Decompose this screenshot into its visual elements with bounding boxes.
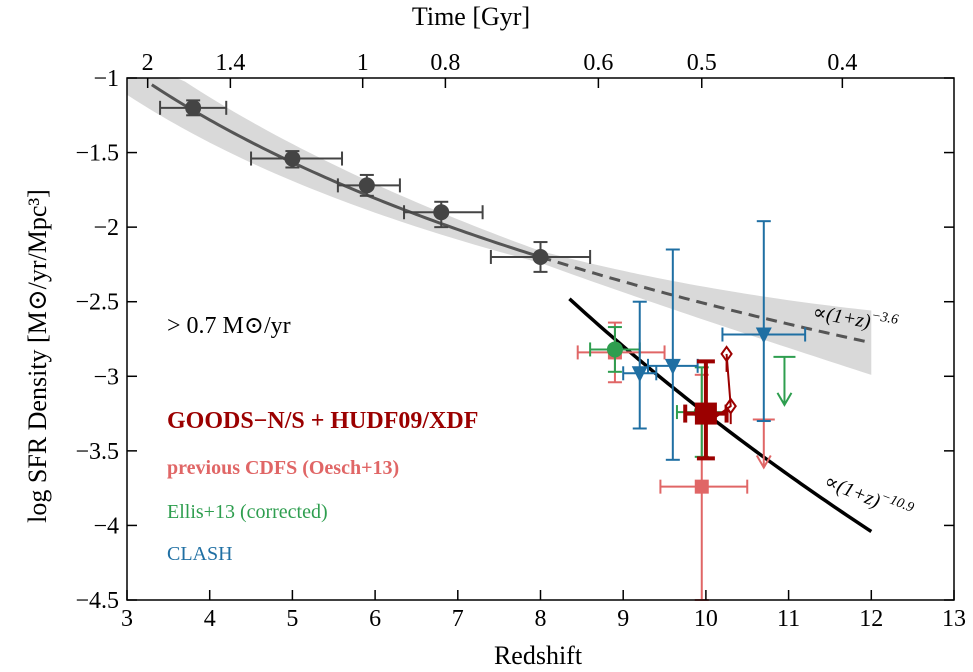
- upper-limit-arrow: [776, 392, 793, 407]
- x-tick-label: 4: [204, 606, 216, 632]
- legend-label-ellis: Ellis+13 (corrected): [167, 501, 328, 523]
- point-marker: [358, 177, 375, 194]
- y-tick-label: −1.5: [75, 141, 119, 167]
- top-tick-label: 0.5: [687, 50, 717, 76]
- x-tick-label: 8: [535, 606, 547, 632]
- top-axis-title: Time [Gyr]: [412, 2, 530, 31]
- curve-label-steep-exponent: −10.9: [879, 489, 916, 516]
- top-tick-label: 1: [357, 50, 369, 76]
- x-tick-label: 10: [694, 606, 718, 632]
- point-marker: [532, 248, 549, 265]
- curve-label-steep: ∝(1+z)−10.9: [821, 467, 916, 525]
- point-marker: [631, 366, 648, 383]
- x-tick-label: 13: [942, 606, 966, 632]
- y-tick-label: −3.5: [75, 439, 119, 465]
- point-marker: [694, 402, 717, 425]
- legend-label-goods: GOODS−N/S + HUDF09/XDF: [167, 408, 478, 434]
- curve-shallow-solid: [150, 83, 541, 259]
- legend-label-oesch: previous CDFS (Oesch+13): [167, 457, 399, 479]
- upper-limit-arrow: [755, 455, 772, 470]
- point-marker: [755, 327, 772, 344]
- confidence-band: [127, 78, 872, 375]
- top-tick-label: 2: [142, 50, 154, 76]
- sfr-threshold-annotation: > 0.7 M⊙/yr: [167, 313, 291, 339]
- top-tick-label: 0.6: [583, 50, 613, 76]
- point-marker: [284, 150, 301, 167]
- curve-label-shallow-exponent: −3.6: [870, 308, 899, 327]
- curve-shallow-dashed: [540, 255, 872, 345]
- x-tick-label: 12: [859, 606, 883, 632]
- top-tick-label: 0.4: [827, 50, 857, 76]
- x-axis-title: Redshift: [494, 641, 583, 670]
- shaded-band: [127, 78, 872, 375]
- x-tick-label: 6: [369, 606, 381, 632]
- data-series: [159, 99, 807, 601]
- x-tick-label: 9: [617, 606, 629, 632]
- x-tick-label: 3: [121, 606, 133, 632]
- x-tick-label: 11: [777, 606, 800, 632]
- top-tick-label: 0.8: [430, 50, 460, 76]
- point-marker: [433, 204, 450, 221]
- y-tick-label: −1: [93, 66, 119, 92]
- y-tick-label: −2.5: [75, 290, 119, 316]
- x-tick-label: 5: [286, 606, 298, 632]
- y-tick-label: −3: [93, 364, 119, 390]
- legend-label-clash: CLASH: [167, 543, 233, 565]
- y-tick-label: −4: [93, 513, 119, 539]
- svg-text:∝(1+z)−10.9: ∝(1+z)−10.9: [821, 467, 916, 525]
- point-marker: [606, 341, 623, 358]
- point-marker: [694, 479, 709, 494]
- y-tick-label: −2: [93, 215, 119, 241]
- point-marker: [664, 358, 681, 375]
- series-0: [159, 99, 592, 273]
- top-tick-label: 1.4: [215, 50, 245, 76]
- axis-ticks: 3 4 5 6 7 8 9 10 11 12 13 −4.5 −4 −3.5 −3 −2.5 −2 −1.5 −1 2…: [75, 50, 966, 632]
- x-tick-label: 7: [452, 606, 464, 632]
- y-tick-label: −4.5: [75, 588, 119, 614]
- goods-limit-connector: [709, 353, 732, 422]
- series-4: [622, 220, 807, 461]
- point-marker: [185, 99, 202, 116]
- y-axis-title: log SFR Density [M⊙/yr/Mpc³]: [23, 189, 52, 523]
